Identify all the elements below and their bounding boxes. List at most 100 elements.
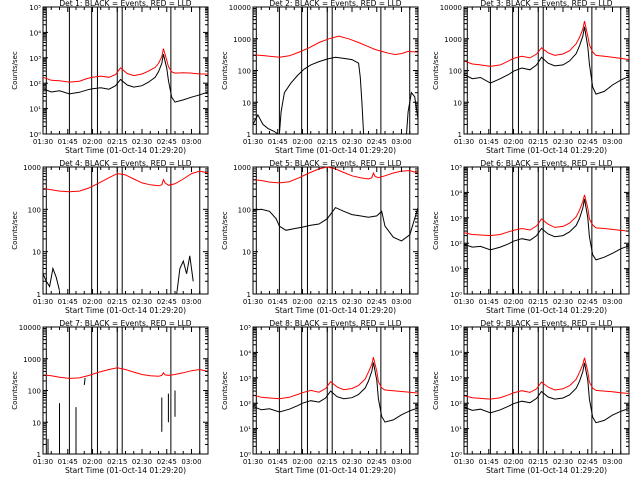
panel-title: Det 3: BLACK = Events, RED = LLD (480, 0, 612, 8)
y-tick-label: 1000 (233, 36, 251, 44)
x-tick-label: 02:00 (292, 298, 312, 306)
panel-title: Det 5: BLACK = Events, RED = LLD (269, 159, 401, 168)
events-series-line (252, 206, 419, 242)
y-tick-label: 1 (458, 131, 462, 139)
x-tick-label: 02:45 (157, 298, 177, 306)
plot-frame (463, 326, 630, 455)
events-series-line (83, 377, 86, 385)
y-axis-label: Counts/sec (432, 51, 440, 90)
x-tick-label: 01:30 (243, 138, 263, 146)
lld-series-line (252, 35, 419, 58)
plot-frame (463, 166, 630, 295)
x-tick-label: 03:00 (602, 298, 622, 306)
panel-title: Det 2: BLACK = Events, RED = LLD (269, 0, 401, 8)
x-tick-label: 02:00 (82, 298, 102, 306)
x-tick-label: 01:45 (268, 298, 288, 306)
x-tick-label: 02:00 (82, 138, 102, 146)
panel-det9: 10⁰ 10¹ 10² 10³ 10⁴ 10⁵ 01:30 01:45 02:00 02:15 02… (432, 319, 630, 475)
y-tick-label: 1000 (23, 356, 41, 364)
lld-series-line (252, 357, 419, 400)
panel-det5: 1 10 100 1000 01:30 01:45 02:00 02:15 02:30 02:45… (221, 159, 419, 315)
y-tick-label: 10² (450, 400, 462, 408)
panel-det7: 1 10 100 1000 10000 01:30 01:45 02:00 02:15 02:30… (11, 319, 209, 475)
panel-title: Det 6: BLACK = Events, RED = LLD (480, 159, 612, 168)
x-tick-label: 01:45 (58, 138, 78, 146)
x-tick-label: 02:15 (317, 138, 337, 146)
lld-series-line (42, 170, 209, 193)
events-series-line (252, 56, 419, 135)
y-axis-label: Counts/sec (11, 51, 19, 90)
y-tick-label: 10¹ (239, 426, 251, 434)
x-tick-label: 02:00 (82, 458, 102, 466)
x-tick-label: 02:15 (317, 458, 337, 466)
x-tick-label: 02:45 (157, 138, 177, 146)
x-tick-label: 01:45 (479, 138, 499, 146)
y-tick-label: 1 (37, 451, 41, 459)
plot-frame (252, 166, 419, 295)
plot-frame (42, 166, 209, 295)
x-tick-label: 03:00 (181, 298, 201, 306)
y-tick-label: 1000 (23, 164, 41, 172)
x-tick-label: 01:45 (479, 458, 499, 466)
events-series-line (42, 53, 209, 103)
x-tick-label: 02:30 (132, 458, 152, 466)
x-tick-label: 03:00 (602, 458, 622, 466)
x-tick-label: 02:00 (503, 298, 523, 306)
x-tick-label: 02:30 (342, 458, 362, 466)
y-tick-label: 1 (37, 291, 41, 299)
x-tick-label: 02:00 (292, 458, 312, 466)
y-tick-label: 10⁴ (239, 349, 251, 357)
plot-frame (42, 326, 209, 455)
y-tick-label: 100 (28, 388, 41, 396)
y-tick-label: 1 (247, 131, 251, 139)
y-tick-label: 10 (32, 419, 41, 427)
y-tick-label: 10¹ (450, 426, 462, 434)
x-tick-label: 03:00 (391, 138, 411, 146)
events-series-line (176, 255, 194, 295)
x-tick-label: 02:30 (342, 298, 362, 306)
y-axis-label: Counts/sec (221, 51, 229, 90)
y-tick-label: 10³ (450, 375, 462, 383)
y-tick-label: 10⁰ (239, 451, 251, 459)
x-tick-label: 03:00 (181, 458, 201, 466)
y-tick-label: 10⁵ (450, 164, 462, 172)
events-series-line (252, 362, 419, 423)
x-axis-label: Start Time (01-Oct-14 01:29:20) (65, 306, 186, 315)
x-tick-label: 02:30 (553, 458, 573, 466)
y-tick-label: 10⁴ (29, 29, 41, 37)
x-tick-label: 01:30 (243, 458, 263, 466)
x-tick-label: 02:15 (107, 138, 127, 146)
x-tick-label: 01:30 (243, 298, 263, 306)
x-axis-label: Start Time (01-Oct-14 01:29:20) (486, 146, 607, 155)
x-tick-label: 02:30 (132, 138, 152, 146)
panel-title: Det 1: BLACK = Events, RED = LLD (59, 0, 191, 8)
y-tick-label: 10000 (229, 4, 251, 12)
panel-det2: 1 10 100 1000 10000 01:30 01:45 02:00 02:15 02:30… (221, 0, 419, 155)
lld-series-line (463, 194, 630, 237)
panel-det1: 10⁰ 10¹ 10² 10³ 10⁴ 10⁵ 01:30 01:45 02:00 02:15 02… (11, 0, 209, 155)
x-tick-label: 02:15 (528, 458, 548, 466)
x-tick-label: 01:45 (58, 298, 78, 306)
x-tick-label: 01:30 (33, 458, 53, 466)
y-tick-label: 10⁴ (450, 189, 462, 197)
y-tick-label: 10¹ (450, 266, 462, 274)
x-axis-label: Start Time (01-Oct-14 01:29:20) (275, 306, 396, 315)
x-tick-label: 02:15 (107, 458, 127, 466)
x-tick-label: 03:00 (391, 298, 411, 306)
y-axis-label: Counts/sec (432, 371, 440, 410)
x-axis-label: Start Time (01-Oct-14 01:29:20) (65, 466, 186, 475)
x-tick-label: 02:45 (578, 298, 598, 306)
x-tick-label: 02:30 (132, 298, 152, 306)
plot-frame (252, 6, 419, 135)
events-series-line (42, 266, 60, 291)
lld-series-line (252, 166, 419, 184)
x-tick-label: 03:00 (181, 138, 201, 146)
y-tick-label: 100 (28, 206, 41, 214)
y-tick-label: 10⁰ (450, 451, 462, 459)
lld-series-line (42, 48, 208, 83)
lld-series-line (463, 357, 630, 400)
y-tick-label: 10⁵ (29, 4, 41, 12)
y-tick-label: 10³ (450, 215, 462, 223)
y-axis-label: Counts/sec (221, 371, 229, 410)
x-tick-label: 01:30 (33, 138, 53, 146)
